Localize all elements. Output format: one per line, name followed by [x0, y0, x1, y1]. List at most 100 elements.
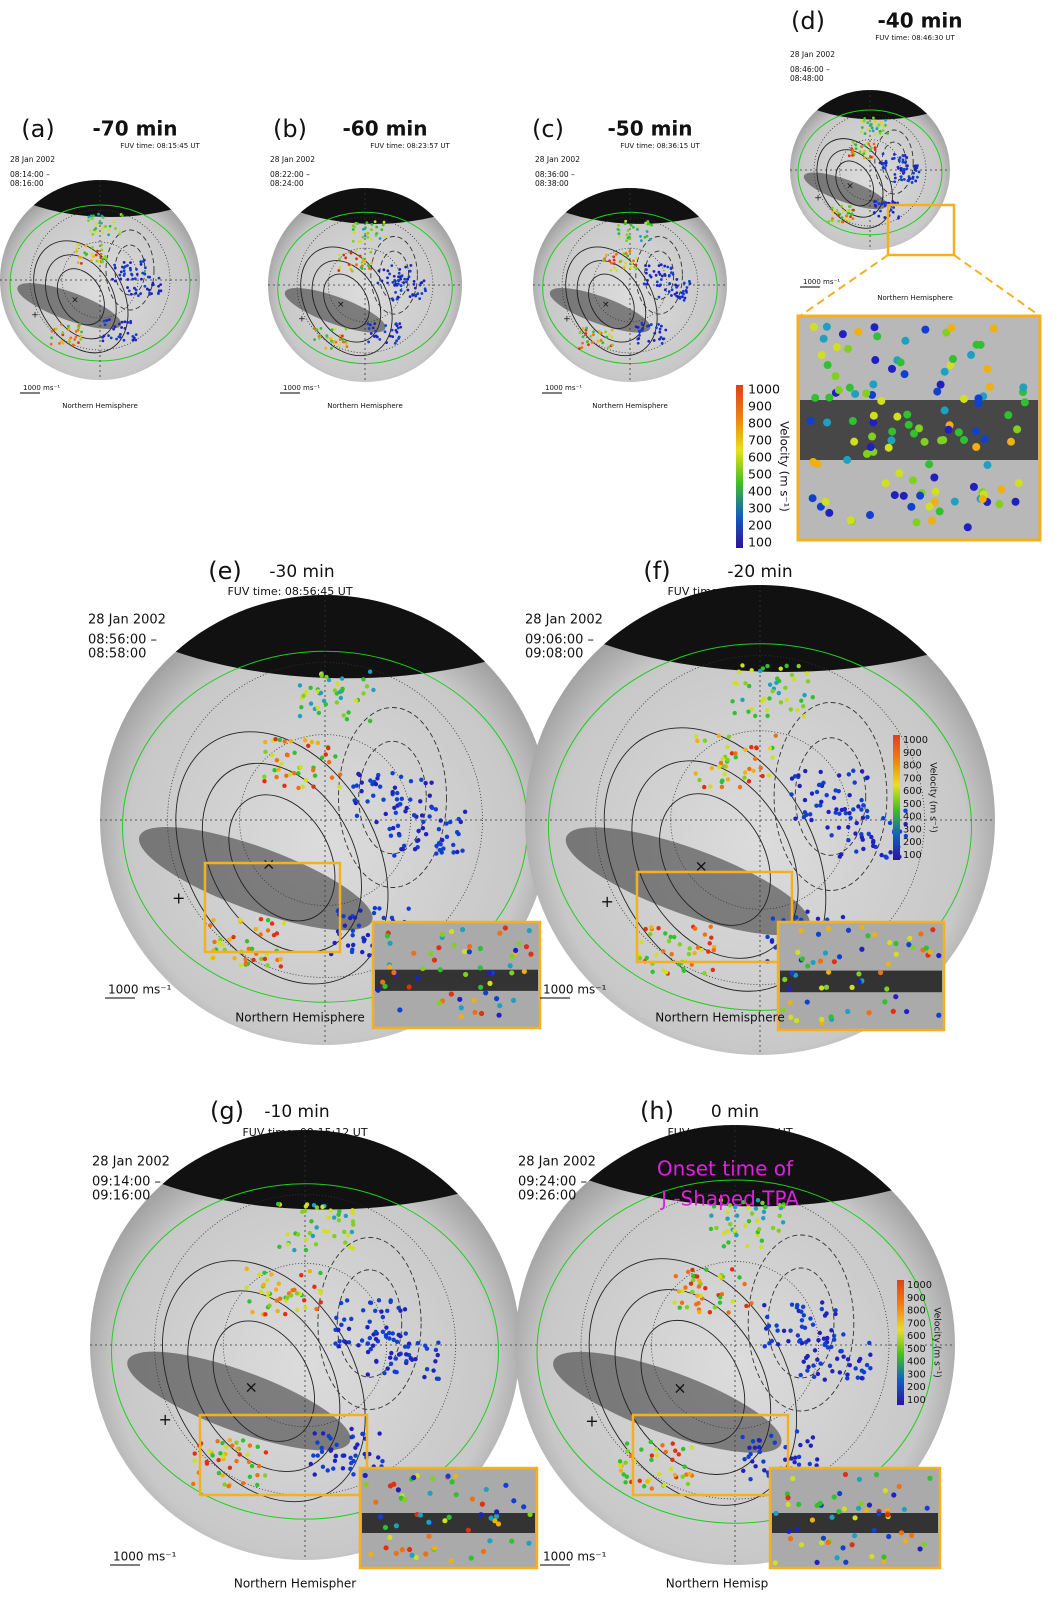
velocity-vector: [361, 267, 364, 270]
velocity-vector: [678, 942, 682, 946]
velocity-vector: [650, 224, 653, 227]
velocity-vector: [101, 231, 104, 234]
velocity-vector: [660, 278, 663, 281]
velocity-vector: [837, 220, 840, 223]
velocity-vector: [309, 701, 313, 705]
velocity-vector: [658, 331, 661, 334]
velocity-vector: [298, 714, 302, 718]
hemisphere: Northern Hemisphere: [655, 1011, 784, 1025]
velocity-vector: [874, 1472, 879, 1477]
interval-start: 08:36:00 –: [535, 170, 575, 179]
velocity-vector: [765, 708, 769, 712]
velocity-vector: [837, 789, 841, 793]
velocity-vector: [324, 752, 328, 756]
velocity-vector: [459, 1014, 464, 1019]
velocity-vector: [1019, 383, 1027, 391]
velocity-vector: [925, 503, 933, 511]
velocity-vector: [375, 226, 378, 229]
velocity-vector: [625, 239, 628, 242]
velocity-vector: [967, 351, 975, 359]
velocity-vector: [713, 1305, 717, 1309]
velocity-vector: [55, 328, 58, 331]
time-offset: -20 min: [727, 562, 792, 582]
velocity-vector: [578, 347, 581, 350]
velocity-vector: [845, 215, 848, 218]
velocity-vector: [799, 1310, 803, 1314]
velocity-vector: [881, 1559, 886, 1564]
velocity-vector: [863, 117, 866, 120]
velocity-vector: [788, 1000, 793, 1005]
velocity-vector: [129, 269, 132, 272]
velocity-vector: [902, 158, 905, 161]
velocity-vector: [714, 1226, 718, 1230]
velocity-vector: [664, 329, 667, 332]
velocity-vector: [275, 1309, 279, 1313]
velocity-vector: [664, 970, 668, 974]
velocity-vector: [621, 1472, 625, 1476]
velocity-vector: [779, 700, 783, 704]
velocity-vector: [937, 381, 945, 389]
velocity-vector: [90, 259, 93, 262]
velocity-vector: [810, 1517, 815, 1522]
velocity-vector: [646, 283, 649, 286]
velocity-vector: [702, 971, 706, 975]
velocity-vector: [832, 796, 836, 800]
velocity-vector: [351, 943, 355, 947]
velocity-vector: [129, 321, 132, 324]
velocity-vector: [320, 327, 323, 330]
velocity-vector: [886, 1534, 891, 1539]
velocity-vector: [882, 479, 890, 487]
velocity-vector: [266, 928, 270, 932]
velocity-vector: [373, 1309, 377, 1313]
velocity-vector: [832, 1337, 836, 1341]
velocity-vector: [726, 1240, 730, 1244]
velocity-vector: [422, 1375, 426, 1379]
velocity-vector: [420, 966, 425, 971]
velocity-vector: [781, 1220, 785, 1224]
velocity-vector: [418, 297, 421, 300]
velocity-vector: [434, 1348, 438, 1352]
velocity-vector: [661, 342, 664, 345]
velocity-vector: [376, 1455, 380, 1459]
velocity-vector: [874, 148, 877, 151]
fuv-time: FUV time: 08:15:45 UT: [120, 142, 200, 150]
velocity-vector: [681, 967, 685, 971]
velocity-vector: [653, 339, 656, 342]
velocity-vector: [211, 956, 215, 960]
velocity-vector: [332, 941, 336, 945]
velocity-vector: [230, 1443, 234, 1447]
velocity-vector: [895, 469, 903, 477]
velocity-vector: [380, 1459, 384, 1463]
velocity-vector: [104, 255, 107, 258]
velocity-vector: [228, 1438, 232, 1442]
velocity-vector: [697, 778, 701, 782]
velocity-vector: [647, 340, 650, 343]
velocity-vector: [359, 789, 363, 793]
plus-marker: +: [585, 1412, 598, 1431]
velocity-vector: [50, 336, 53, 339]
velocity-vector: [871, 839, 875, 843]
velocity-vector: [820, 1300, 824, 1304]
velocity-vector: [811, 1435, 815, 1439]
velocity-vector: [395, 791, 399, 795]
velocity-vector: [852, 780, 856, 784]
velocity-vector: [921, 326, 929, 334]
velocity-vector: [394, 291, 397, 294]
velocity-vector: [336, 1328, 340, 1332]
velocity-vector: [809, 458, 817, 466]
velocity-vector: [399, 775, 403, 779]
velocity-vector: [748, 1477, 752, 1481]
velocity-vector: [925, 460, 933, 468]
velocity-vector: [96, 250, 99, 253]
velocity-vector: [767, 773, 771, 777]
velocity-vector: [930, 927, 935, 932]
velocity-vector: [694, 771, 698, 775]
velocity-vector: [829, 1515, 834, 1520]
velocity-vector: [325, 334, 328, 337]
velocity-vector: [68, 340, 71, 343]
velocity-vector: [656, 281, 659, 284]
velocity-vector: [608, 333, 611, 336]
velocity-vector: [862, 1370, 866, 1374]
colorbar-label: Velocity (m s⁻¹): [928, 762, 938, 833]
velocity-vector: [671, 1441, 675, 1445]
